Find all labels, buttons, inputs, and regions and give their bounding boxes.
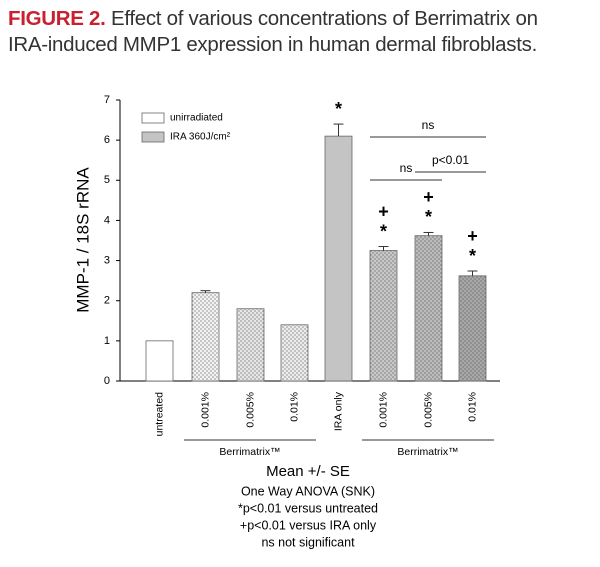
x-tick-label: 0.01% bbox=[288, 392, 300, 422]
note: *p<0.01 versus untreated bbox=[238, 501, 378, 515]
bar bbox=[145, 340, 174, 382]
significance-marker: * bbox=[380, 221, 387, 241]
significance-marker: * bbox=[425, 207, 432, 227]
legend-label: unirradiated bbox=[170, 113, 223, 124]
note: One Way ANOVA (SNK) bbox=[241, 484, 375, 498]
y-tick-label: 3 bbox=[104, 254, 110, 266]
y-tick-label: 6 bbox=[104, 134, 110, 146]
bar bbox=[324, 135, 353, 382]
title-line: Effect of various concentrations of Berr… bbox=[110, 7, 538, 30]
comparison-label: ns bbox=[422, 118, 435, 132]
significance-marker: * bbox=[335, 99, 342, 119]
bar bbox=[414, 235, 443, 382]
note: ns not significant bbox=[261, 535, 355, 549]
title-line: IRA-induced MMP1 expression in human der… bbox=[8, 33, 537, 56]
legend-swatch bbox=[141, 131, 165, 143]
note: +p<0.01 versus IRA only bbox=[240, 518, 377, 532]
x-tick-label: 0.001% bbox=[377, 392, 389, 428]
significance-marker: * bbox=[469, 246, 476, 266]
bar bbox=[458, 275, 487, 382]
figure-label: FIGURE 2. bbox=[8, 7, 106, 30]
significance-marker: + bbox=[423, 187, 434, 207]
bar bbox=[369, 250, 398, 382]
y-tick-label: 7 bbox=[104, 94, 110, 106]
bar bbox=[191, 292, 220, 382]
comparison-label: ns bbox=[400, 161, 413, 175]
legend-label: IRA 360J/cm² bbox=[170, 132, 231, 143]
x-tick-label: 0.005% bbox=[422, 392, 434, 428]
y-tick-label: 4 bbox=[104, 214, 110, 226]
y-tick-label: 5 bbox=[104, 174, 110, 186]
legend-swatch bbox=[141, 112, 165, 124]
significance-marker: + bbox=[467, 226, 478, 246]
significance-marker: + bbox=[378, 201, 389, 221]
x-tick-label: untreated bbox=[153, 392, 165, 437]
y-tick-label: 1 bbox=[104, 335, 110, 347]
y-axis-label: MMP-1 / 18S rRNA bbox=[73, 167, 92, 313]
x-tick-label: 0.005% bbox=[244, 392, 256, 428]
x-tick-label: IRA only bbox=[332, 391, 344, 431]
group-label: Berrimatrix™ bbox=[219, 446, 280, 458]
note: Mean +/- SE bbox=[266, 463, 350, 480]
figure-title: FIGURE 2. Effect of various concentratio… bbox=[8, 6, 593, 58]
x-tick-label: 0.01% bbox=[466, 392, 478, 422]
x-tick-label: 0.001% bbox=[199, 392, 211, 428]
y-tick-label: 0 bbox=[104, 375, 110, 387]
bar bbox=[236, 308, 265, 382]
group-label: Berrimatrix™ bbox=[397, 446, 458, 458]
bar bbox=[280, 324, 309, 382]
y-tick-label: 2 bbox=[104, 295, 110, 307]
comparison-label: p<0.01 bbox=[432, 153, 469, 167]
